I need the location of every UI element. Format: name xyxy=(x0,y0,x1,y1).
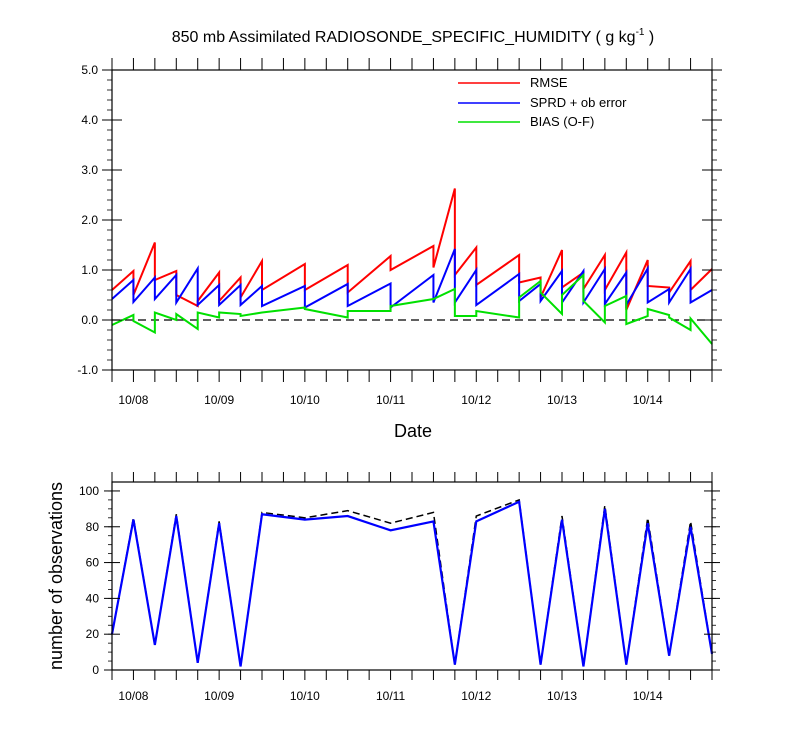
observations-chart: 0 20 40 60 80 100 10/08 10/09 10/10 10/11 10/12 10/… xyxy=(46,472,720,703)
obs-x-tick-label: 10/14 xyxy=(633,689,663,703)
obs-x-tick-label: 10/11 xyxy=(376,689,405,703)
obs-y-tick-label: 20 xyxy=(86,627,100,641)
obs-y-tick-label: 40 xyxy=(86,591,100,605)
x-tick-label: 10/14 xyxy=(633,393,663,407)
obs-y-tick-label: 100 xyxy=(79,484,99,498)
obs-x-tick-label: 10/10 xyxy=(290,689,320,703)
obs-y-tick-label: 60 xyxy=(86,556,100,570)
obs-x-tick-label: 10/08 xyxy=(118,689,148,703)
x-tick-label: 10/11 xyxy=(376,393,405,407)
chart-title: 850 mb Assimilated RADIOSONDE_SPECIFIC_H… xyxy=(172,27,655,46)
x-tick-label: 10/08 xyxy=(118,393,148,407)
series-line-2 xyxy=(111,272,713,345)
title-main: 850 mb Assimilated RADIOSONDE_SPECIFIC_H… xyxy=(172,29,636,46)
legend-label-2: BIAS (O-F) xyxy=(530,114,594,129)
rmse-chart: 850 mb Assimilated RADIOSONDE_SPECIFIC_H… xyxy=(77,27,722,441)
x-tick-label: 10/09 xyxy=(204,393,234,407)
obs-series-line-0 xyxy=(110,500,714,667)
obs-y-tick-label: 80 xyxy=(86,520,100,534)
y-tick-label: 3.0 xyxy=(81,163,98,177)
legend-label-0: RMSE xyxy=(530,75,568,90)
obs-x-tick-label: 10/12 xyxy=(461,689,491,703)
title-superscript: -1 xyxy=(636,27,645,38)
y-tick-label: 2.0 xyxy=(81,213,98,227)
x-tick-label: 10/13 xyxy=(547,393,577,407)
obs-x-tick-label: 10/13 xyxy=(547,689,577,703)
y-tick-label: -1.0 xyxy=(77,363,98,377)
x-tick-label: 10/10 xyxy=(290,393,320,407)
x-axis-title: Date xyxy=(394,421,432,441)
y-tick-label: 0.0 xyxy=(81,313,98,327)
plot-frame xyxy=(111,69,713,371)
x-tick-label: 10/12 xyxy=(461,393,491,407)
y-tick-label: 1.0 xyxy=(81,263,98,277)
y-tick-label: 5.0 xyxy=(81,63,98,77)
obs-y-axis-title: number of observations xyxy=(46,482,66,670)
obs-y-tick-label: 0 xyxy=(92,663,99,677)
obs-x-tick-label: 10/09 xyxy=(204,689,234,703)
title-end: ) xyxy=(644,29,654,46)
series-line-1 xyxy=(111,248,713,310)
y-tick-label: 4.0 xyxy=(81,113,98,127)
legend-label-1: SPRD + ob error xyxy=(530,95,627,110)
